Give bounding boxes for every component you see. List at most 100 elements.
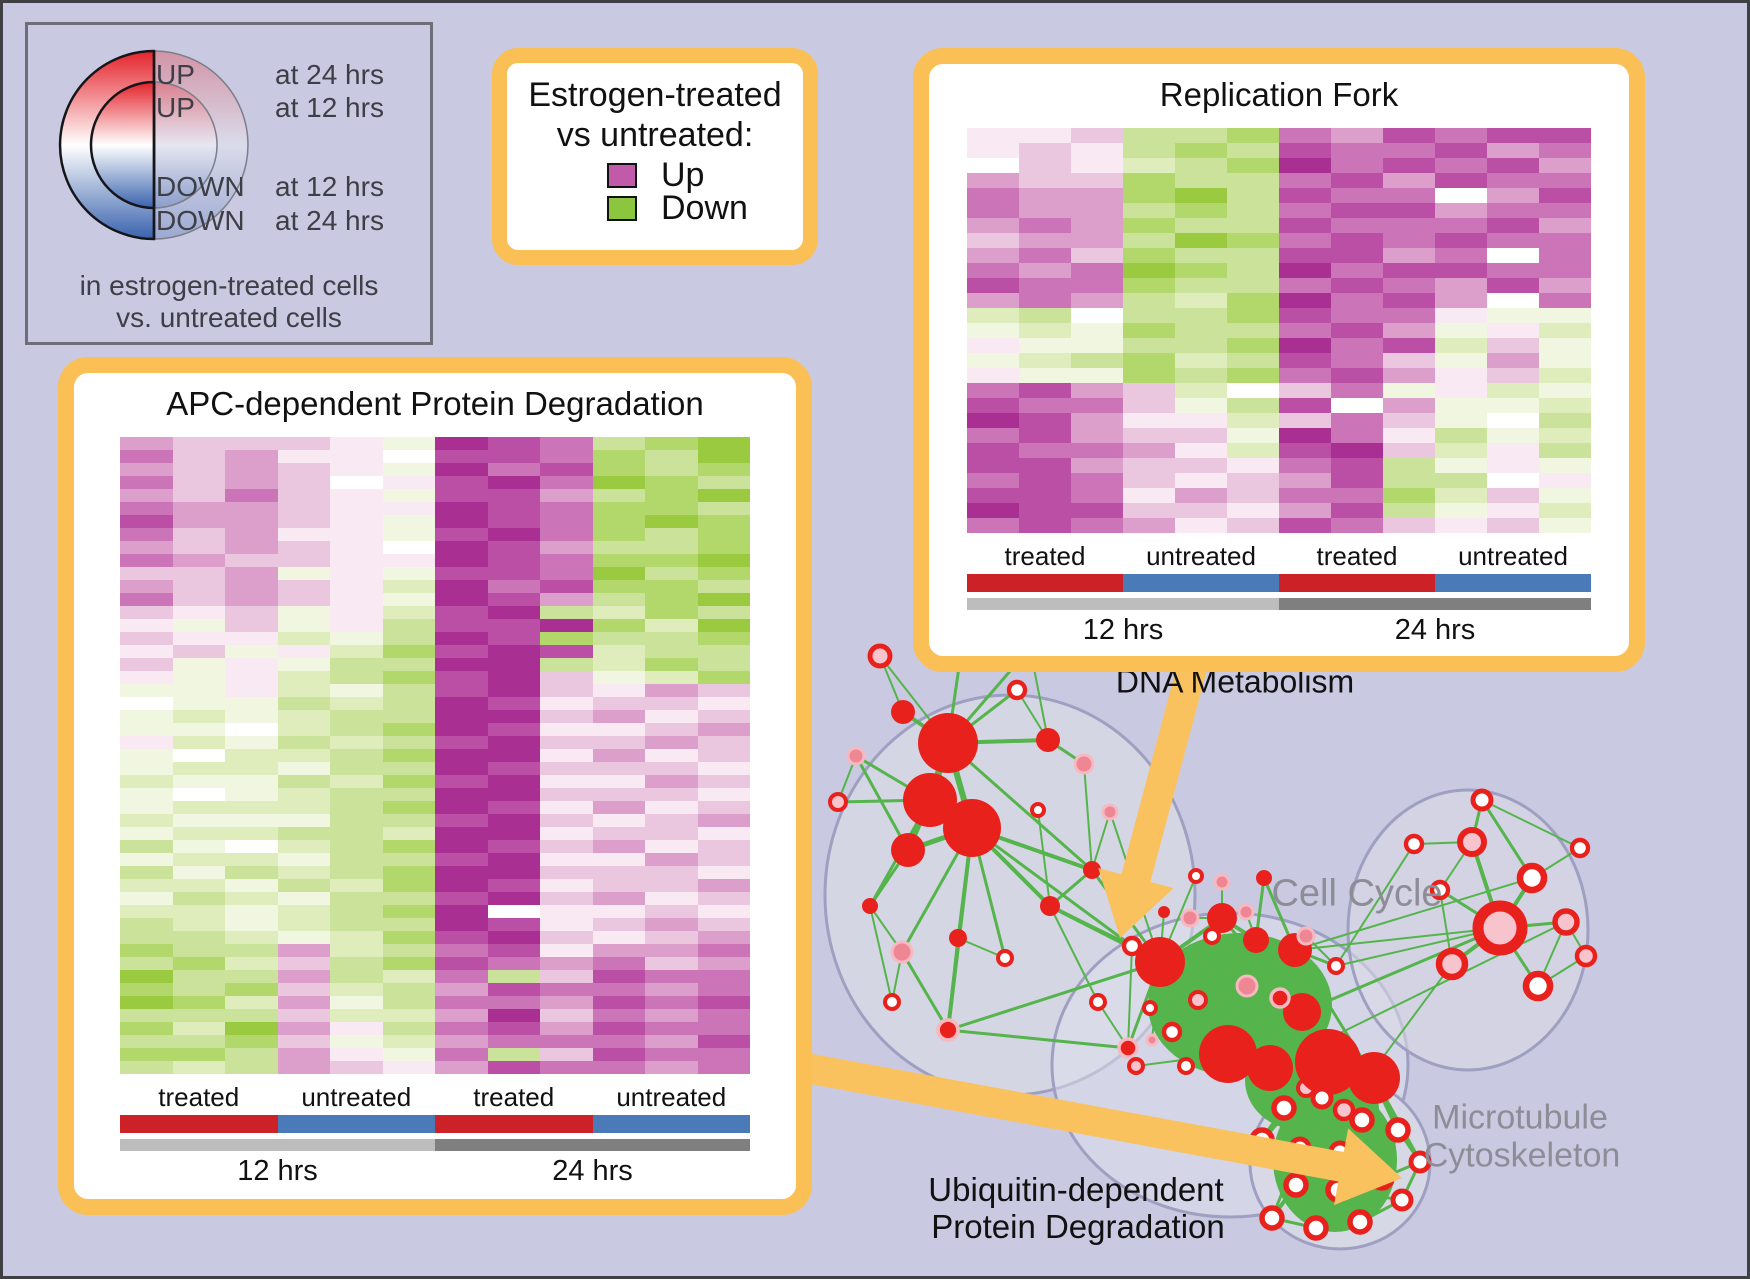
heatmap-cell	[1175, 473, 1227, 488]
gene-node-r	[1089, 993, 1107, 1011]
gene-node-r	[1303, 1215, 1329, 1241]
heatmap-cell	[1487, 203, 1539, 218]
gene-node-p	[1127, 1057, 1145, 1075]
heatmap-cell	[1279, 203, 1331, 218]
heatmap-cell	[645, 541, 698, 554]
heatmap-cell	[1227, 323, 1279, 338]
heatmap-cell	[645, 450, 698, 463]
heatmap-cell	[120, 788, 173, 801]
heatmap-cell	[1487, 233, 1539, 248]
heatmap-cell	[592, 632, 645, 645]
heatmap-cell	[120, 814, 173, 827]
heatmap-cell	[1123, 398, 1175, 413]
heatmap-cell	[435, 528, 488, 541]
heatmap-cell	[382, 697, 435, 710]
heatmap-cell	[487, 1048, 540, 1061]
heatmap-cell	[540, 996, 593, 1009]
heatmap-cell	[172, 1061, 225, 1074]
heatmap-cell	[592, 957, 645, 970]
network-edge	[947, 1028, 1129, 1050]
heatmap-cell	[330, 697, 383, 710]
heatmap-cell	[592, 879, 645, 892]
heatmap-cell	[1331, 398, 1383, 413]
network-edge	[1335, 927, 1501, 967]
heatmap-cell	[1383, 128, 1435, 143]
heatmap-cell	[225, 463, 278, 476]
heatmap-cell	[120, 515, 173, 528]
heatmap-cell	[697, 593, 750, 606]
heatmap-cell	[120, 892, 173, 905]
heatmap-cell	[172, 957, 225, 970]
heatmap-cell	[1487, 353, 1539, 368]
gene-node-r	[1030, 802, 1046, 818]
heatmap-cell	[592, 944, 645, 957]
heatmap-cell	[592, 541, 645, 554]
heatmap-cell	[382, 1035, 435, 1048]
gene-node-p	[1472, 900, 1528, 956]
heatmap-cell	[1123, 293, 1175, 308]
heatmap-cell	[645, 827, 698, 840]
apc-condition-labels: treated untreated treated untreated	[120, 1082, 750, 1113]
gene-node-f	[1180, 908, 1200, 928]
heatmap-cell	[1019, 413, 1071, 428]
heatmap-cell	[120, 489, 173, 502]
heatmap-cell	[592, 827, 645, 840]
heatmap-cell	[382, 567, 435, 580]
heatmap-cell	[330, 1035, 383, 1048]
heatmap-cell	[487, 541, 540, 554]
heatmap-cell	[277, 489, 330, 502]
heatmap-cell	[172, 606, 225, 619]
heatmap-cell	[697, 840, 750, 853]
gene-node-p	[1574, 944, 1598, 968]
heatmap-cell	[1123, 488, 1175, 503]
heatmap-cell	[540, 944, 593, 957]
heatmap-cell	[967, 158, 1019, 173]
heatmap-cell	[172, 1009, 225, 1022]
heatmap-cell	[120, 1048, 173, 1061]
heatmap-cell	[1227, 383, 1279, 398]
heatmap-cell	[225, 736, 278, 749]
heatmap-cell	[592, 567, 645, 580]
heatmap-cell	[697, 489, 750, 502]
heatmap-cell	[120, 476, 173, 489]
heatmap-cell	[1071, 173, 1123, 188]
heatmap-cell	[225, 723, 278, 736]
heatmap-cell	[1227, 143, 1279, 158]
heatmap-cell	[435, 801, 488, 814]
heatmap-cell	[697, 671, 750, 684]
heatmap-cell	[645, 489, 698, 502]
heatmap-cell	[697, 762, 750, 775]
heatmap-cell	[1539, 473, 1591, 488]
heatmap-cell	[330, 463, 383, 476]
heatmap-cell	[967, 143, 1019, 158]
network-edge	[1335, 843, 1415, 967]
heatmap-cell	[277, 632, 330, 645]
heatmap-cell	[435, 762, 488, 775]
heatmap-cell	[540, 1061, 593, 1074]
network-edge	[1127, 945, 1133, 1049]
heatmap-cell	[645, 1009, 698, 1022]
gene-node-f	[1213, 873, 1231, 891]
gene-node-f	[1073, 753, 1095, 775]
network-edge	[947, 741, 1093, 872]
heatmap-cell	[1071, 293, 1123, 308]
heatmap-cell	[382, 775, 435, 788]
heatmap-cell	[1383, 488, 1435, 503]
network-edge	[1301, 926, 1501, 1014]
heatmap-cell	[1175, 503, 1227, 518]
heatmap-cell	[1019, 218, 1071, 233]
heatmap-cell	[120, 931, 173, 944]
heatmap-cell	[1331, 503, 1383, 518]
heatmap-cell	[592, 736, 645, 749]
heatmap-cell	[382, 983, 435, 996]
heatmap-cell	[1071, 218, 1123, 233]
heatmap-cell	[225, 515, 278, 528]
heatmap-cell	[1123, 503, 1175, 518]
heatmap-cell	[697, 1061, 750, 1074]
heatmap-cell	[382, 671, 435, 684]
gene-node-r	[1203, 927, 1221, 945]
heatmap-cell	[592, 697, 645, 710]
heatmap-cell	[435, 502, 488, 515]
heatmap-cell	[1331, 188, 1383, 203]
heatmap-cell	[967, 278, 1019, 293]
